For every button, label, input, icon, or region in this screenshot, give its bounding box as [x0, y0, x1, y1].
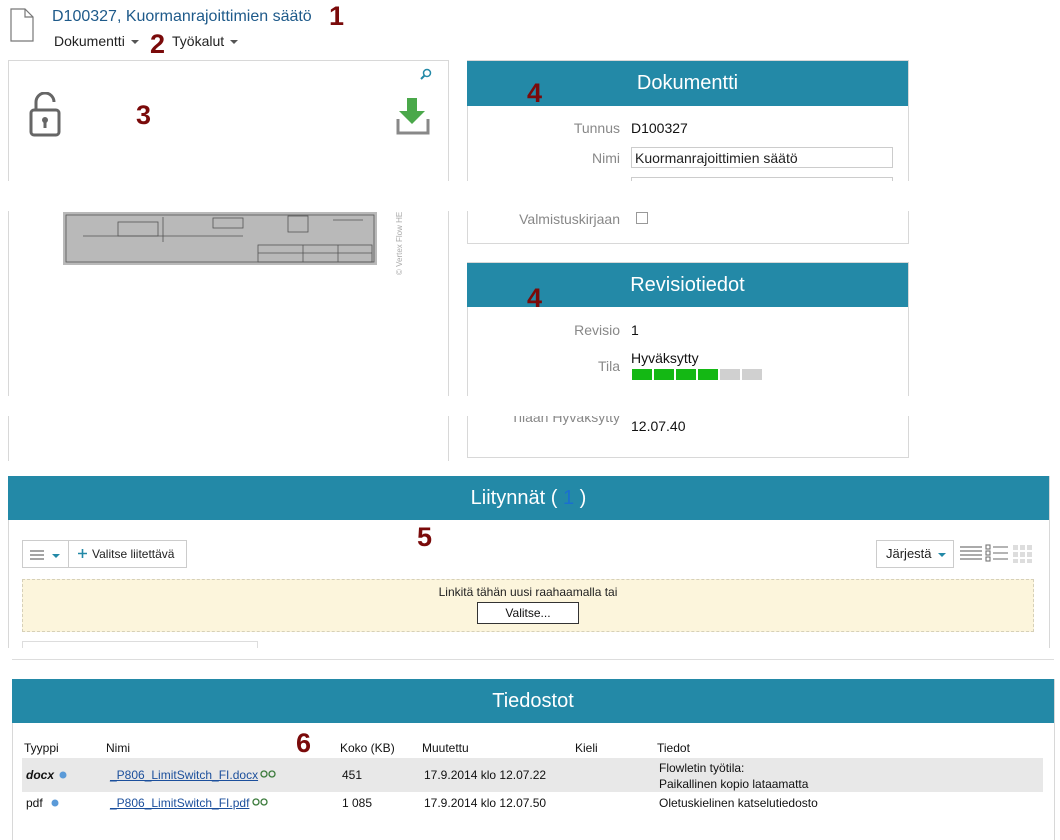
info-line: Flowletin työtila: [659, 761, 745, 775]
status-step [654, 369, 674, 380]
status-step [676, 369, 696, 380]
marker: 3 [136, 100, 152, 130]
info-line: Paikallinen kopio lataamatta [659, 777, 809, 791]
sort-button[interactable]: Järjestä [876, 540, 954, 568]
button-label: Valitse liitettävä [92, 547, 175, 561]
file-link[interactable]: _P806_LimitSwitch_FI.docx [110, 768, 259, 782]
cut-band [0, 648, 1060, 660]
cut-band [0, 181, 912, 211]
menu-item[interactable]: Työkalut [172, 33, 239, 49]
panel-header: Dokumentti [467, 61, 908, 106]
field-label: Valmistuskirjaan [519, 211, 620, 227]
menu-label: Dokumentti [54, 33, 125, 49]
marker: 4 [527, 283, 543, 313]
modified: 17.9.2014 klo 12.07.50 [424, 796, 547, 810]
type-icon [51, 799, 59, 807]
view-icon[interactable] [260, 768, 276, 778]
checkbox[interactable] [636, 212, 648, 224]
caret [130, 40, 139, 45]
marker: 6 [296, 728, 312, 758]
menu-item[interactable]: Dokumentti [54, 33, 139, 49]
file-type: pdf [26, 796, 43, 810]
view-icon[interactable] [252, 796, 268, 806]
menu-label: Työkalut [172, 33, 225, 49]
marker: 1 [329, 1, 345, 31]
file-link[interactable]: _P806_LimitSwitch_FI.pdf [110, 796, 250, 810]
field-value: 1 [631, 322, 639, 338]
file-size: 1 085 [342, 796, 373, 810]
plus-icon [78, 549, 87, 558]
field-label: Nimi [592, 150, 620, 166]
link-count: 1 [562, 487, 575, 509]
modified: 17.9.2014 klo 12.07.22 [424, 768, 547, 782]
title-text: Liitynnät ( [470, 487, 558, 509]
caret [230, 40, 239, 45]
field-label: Tila [597, 358, 620, 374]
file-type: docx [26, 768, 55, 782]
column-header: Muutettu [422, 741, 469, 755]
column-header: Nimi [106, 741, 130, 755]
status-step [632, 369, 652, 380]
field-label: Revisio [574, 322, 620, 338]
drawing-thumbnail[interactable] [63, 212, 377, 265]
panel-header: Tiedostot [12, 679, 1054, 723]
file-size: 451 [342, 768, 363, 782]
add-link-button[interactable]: Valitse liitettävä [68, 540, 187, 568]
select-button[interactable]: Valitse... [477, 602, 579, 624]
menu-icon [30, 550, 60, 560]
column-header: Tiedot [657, 741, 690, 755]
document-icon [10, 8, 34, 42]
panel-header: Revisiotiedot [467, 263, 908, 307]
lock-icon[interactable] [28, 92, 62, 137]
download-icon[interactable] [396, 97, 430, 135]
title-text: ) [579, 487, 587, 509]
table-row[interactable] [22, 758, 1043, 792]
status-step [698, 369, 718, 380]
field-value: Hyväksytty [631, 350, 699, 366]
marker: 4 [527, 78, 543, 108]
menu-button[interactable] [22, 540, 69, 568]
column-header: Tyyppi [24, 741, 59, 755]
status-step [720, 369, 740, 380]
document-title[interactable]: D100327, Kuormanrajoittimien säätö [52, 8, 312, 25]
column-header: Kieli [575, 741, 598, 755]
panel-border [12, 659, 1054, 660]
type-icon [59, 771, 67, 779]
marker: 2 [150, 29, 166, 59]
button-label: Järjestä [886, 546, 932, 561]
caret [937, 552, 946, 557]
field-value: 12.07.40 [631, 418, 686, 434]
field-value: D100327 [631, 120, 688, 136]
zoom-icon[interactable] [420, 68, 432, 80]
list-area [22, 641, 258, 650]
status-step [742, 369, 762, 380]
cut-band [0, 396, 912, 416]
column-header: Koko (KB) [340, 741, 395, 755]
info-line: Oletuskielinen katselutiedosto [659, 796, 818, 810]
panel-header: Liitynnät ( 1 ) [8, 476, 1049, 520]
dropzone-text: Linkitä tähän uusi raahaamalla tai [438, 585, 618, 599]
watermark: © Vertex Flow HE [395, 211, 404, 275]
name-input[interactable]: Kuormanrajoittimien säätö [631, 147, 893, 168]
field-label: Tunnus [573, 120, 620, 136]
view-switcher[interactable] [960, 543, 1034, 563]
marker: 5 [417, 522, 433, 552]
